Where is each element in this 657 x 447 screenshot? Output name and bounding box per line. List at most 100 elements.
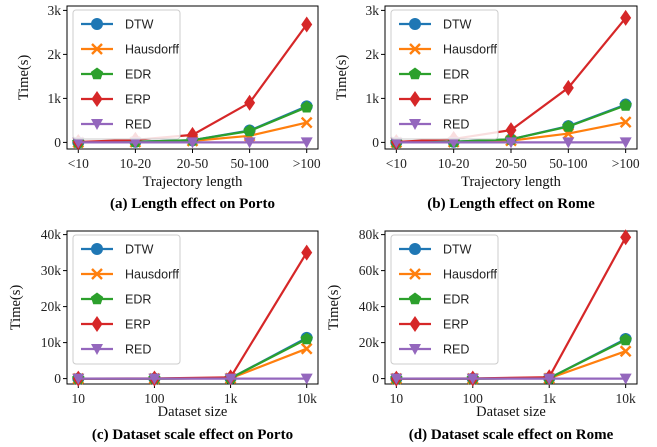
legend: DTW Hausdorff EDR ERP RED [72,9,181,140]
y-tick-label: 0 [372,135,379,150]
legend-label-edr: EDR [443,293,469,307]
legend-marker-erp [409,316,421,332]
data-point-erp [505,122,517,139]
legend: DTW Hausdorff EDR ERP RED [72,234,181,365]
legend-marker-red [409,344,421,355]
legend-frame [72,234,181,365]
data-point-red [186,137,199,149]
x-tick-label: 100 [463,391,484,406]
legend-frame [390,9,499,140]
legend-label-dtw: DTW [443,243,472,257]
legend-frame [390,234,499,365]
data-point-red [619,373,632,385]
data-point-edr [300,332,313,345]
data-point-red [243,137,256,149]
x-axis-label: Dataset size [158,404,228,420]
y-tick-label: 1k [366,91,380,106]
legend-label-edr: EDR [443,68,469,82]
y-tick-label: 3k [48,3,62,18]
data-point-red [390,373,403,385]
legend-label-edr: EDR [125,68,151,82]
legend-label-erp: ERP [125,318,151,332]
data-point-red [300,373,313,385]
data-point-red [224,373,237,385]
legend-label-dtw: DTW [443,18,472,32]
x-tick-label: 1k [542,391,556,406]
legend-label-red: RED [125,343,151,357]
x-axis-label: Trajectory length [461,174,561,190]
legend-marker-dtw [91,243,103,255]
panel-length-porto: 0 1k 2k 3k <10 10-20 20-50 50-100 >100 Trajectory… [16,3,321,212]
x-axis-label: Trajectory length [143,174,243,190]
data-point-red [543,373,556,385]
x-tick-label: 10-20 [438,156,470,171]
panel-caption: (b) Length effect on Rome [427,196,595,212]
legend-label-hausdorff: Hausdorff [125,268,179,282]
legend-label-red: RED [443,118,469,132]
y-tick-label: 20k [359,335,380,350]
x-tick-label: 50-100 [230,156,268,171]
y-tick-label: 2k [48,47,62,62]
legend-marker-dtw [409,18,421,30]
x-tick-label: 10 [72,391,86,406]
data-point-edr [243,124,256,137]
x-tick-label: >100 [612,156,640,171]
x-tick-label: <10 [68,156,89,171]
legend-label-hausdorff: Hausdorff [443,43,497,57]
x-tick-label: 10 [390,391,404,406]
legend-label-edr: EDR [125,293,151,307]
legend: DTW Hausdorff EDR ERP RED [390,234,499,365]
y-tick-label: 0 [54,135,61,150]
panel-scale-porto: 0 10k 20k 30k 40k 10 100 1k 10k Dataset size Time(… [8,227,319,443]
data-point-red [619,137,632,149]
legend-marker-dtw [91,18,103,30]
data-point-hausdorff [619,116,632,129]
data-point-edr [619,98,632,111]
legend-marker-red [91,344,103,355]
y-axis-label: Time(s) [326,285,342,331]
data-point-red [300,137,313,149]
data-point-red [129,137,142,149]
legend-label-red: RED [125,118,151,132]
legend-label-erp: ERP [443,93,469,107]
data-point-red [466,373,479,385]
legend-label-red: RED [443,343,469,357]
legend-label-hausdorff: Hausdorff [125,43,179,57]
y-axis-label: Time(s) [16,55,32,101]
x-tick-label: 100 [144,391,165,406]
y-tick-label: 20k [41,299,62,314]
data-point-red [148,373,161,385]
panel-caption: (d) Dataset scale effect on Rome [409,427,614,443]
plot-frame [66,230,319,385]
legend-marker-edr [408,67,422,80]
data-point-hausdorff [619,345,632,358]
legend-marker-erp [91,91,103,107]
y-tick-label: 2k [366,47,380,62]
x-tick-label: 1k [224,391,238,406]
y-tick-label: 1k [48,91,62,106]
data-point-erp [620,229,632,246]
x-tick-label: <10 [386,156,407,171]
legend-frame [72,9,181,140]
legend-marker-hausdorff [91,43,103,55]
data-point-erp [301,244,313,261]
legend-marker-edr [90,292,104,305]
x-tick-label: >100 [293,156,321,171]
legend-marker-red [91,119,103,130]
data-point-red [390,137,403,149]
y-tick-label: 40k [359,299,380,314]
legend-label-erp: ERP [443,318,469,332]
data-point-red [447,137,460,149]
legend-marker-erp [91,316,103,332]
x-tick-label: 20-50 [495,156,527,171]
y-tick-label: 3k [366,3,380,18]
x-tick-label: 10k [297,391,318,406]
panel-scale-rome: 0 20k 40k 60k 80k 10 100 1k 10k Dataset size Time(… [326,227,638,443]
panel-caption: (c) Dataset scale effect on Porto [92,427,293,443]
data-point-hausdorff [300,342,313,355]
panel-caption: (a) Length effect on Porto [110,196,275,212]
legend-label-erp: ERP [125,93,151,107]
data-point-erp [244,94,256,111]
legend-label-dtw: DTW [125,18,154,32]
